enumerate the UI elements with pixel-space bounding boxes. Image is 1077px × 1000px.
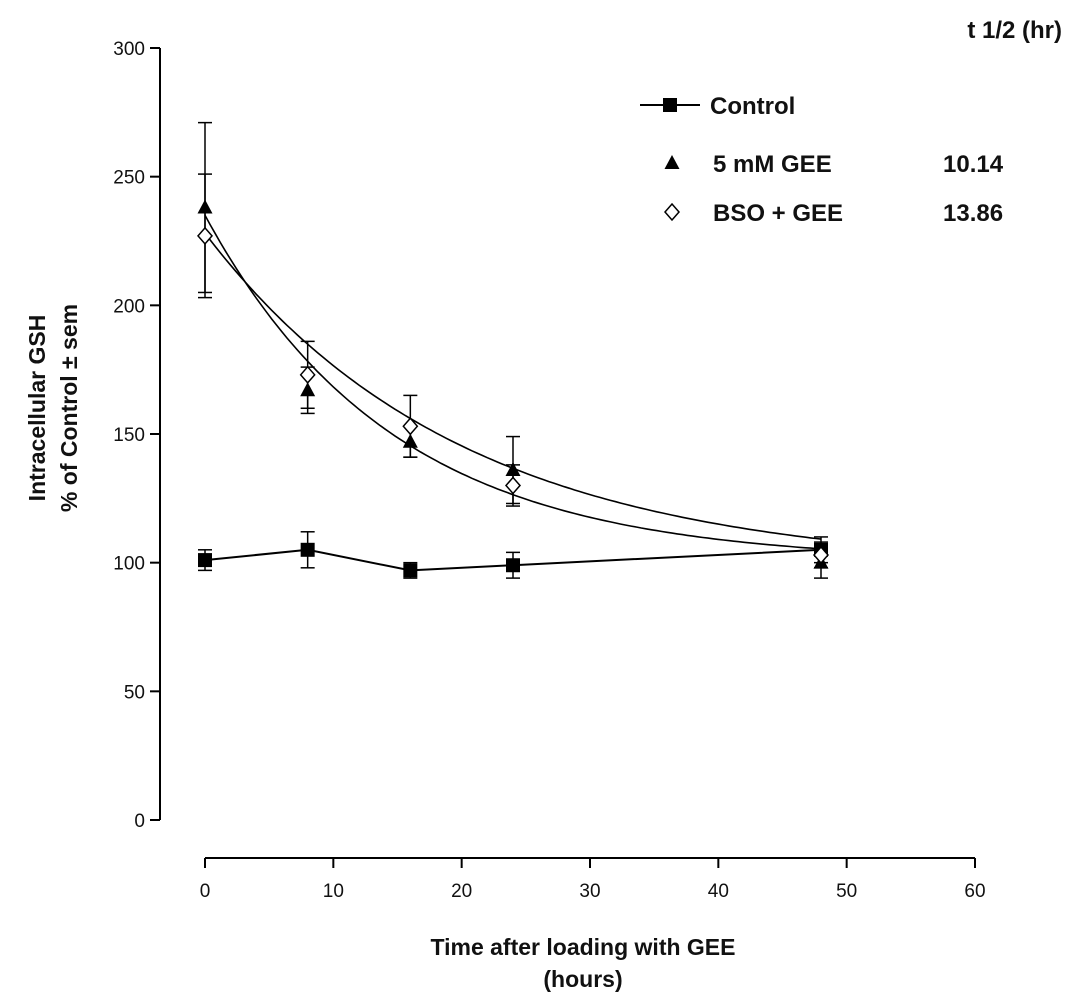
axis-titles: Time after loading with GEE (hours) Intrac… — [24, 304, 736, 992]
y-axis-title-unit: % of Control ± sem — [56, 304, 82, 512]
data-point-control — [403, 563, 418, 578]
series-bso-gee — [197, 173, 829, 569]
y-tick-label: 300 — [113, 39, 145, 60]
x-tick-label: 60 — [964, 881, 985, 902]
legend-marker-bso-gee — [664, 202, 680, 222]
data-point-control — [300, 542, 315, 557]
legend-item-control: Control — [640, 93, 795, 120]
x-tick-label: 40 — [708, 881, 729, 902]
legend-item-bso-gee: BSO + GEE 13.86 — [664, 200, 1003, 227]
legend-half-life: 13.86 — [943, 200, 1003, 227]
series — [197, 121, 829, 579]
legend-header: t 1/2 (hr) — [967, 17, 1062, 44]
data-point-bso-gee — [402, 417, 419, 436]
y-tick-label: 0 — [134, 811, 145, 832]
data-point-control — [198, 553, 212, 568]
y-tick-label: 100 — [113, 554, 145, 575]
legend-label: Control — [710, 93, 795, 120]
y-tick-label: 200 — [113, 296, 145, 317]
y-tick-label: 50 — [124, 682, 145, 703]
data-point-control — [506, 558, 520, 573]
x-tick-label: 0 — [200, 881, 211, 902]
legend-marker-control — [663, 98, 677, 112]
x-tick-label: 20 — [451, 881, 472, 902]
y-axis-title: Intracellular GSH — [24, 315, 50, 502]
x-axis-title-unit: (hours) — [543, 966, 622, 992]
series-control — [198, 531, 828, 579]
x-tick-label: 10 — [323, 881, 344, 902]
data-point-bso-gee — [813, 545, 829, 565]
data-point-bso-gee — [505, 476, 521, 495]
x-tick-label: 50 — [836, 881, 857, 902]
x-tick-label: 30 — [579, 881, 600, 902]
legend: t 1/2 (hr) Control 5 mM GEE 10.14 BSO + GEE 1… — [640, 17, 1062, 227]
data-point-bso-gee — [197, 226, 213, 245]
data-point-bso-gee — [299, 365, 316, 384]
legend-label: BSO + GEE — [713, 200, 843, 227]
legend-item-5-mm-gee: 5 mM GEE 10.14 — [664, 151, 1004, 178]
legend-label: 5 mM GEE — [713, 151, 832, 178]
y-tick-label: 250 — [113, 168, 145, 189]
axes: 0 50 100 150 200 250 300 0 10 20 30 40 50 60 — [113, 39, 985, 902]
x-axis-title: Time after loading with GEE — [430, 934, 735, 960]
y-tick-label: 150 — [113, 425, 145, 446]
series-5-mm-gee — [197, 121, 829, 579]
legend-half-life: 10.14 — [943, 151, 1004, 178]
legend-marker-5-mm-gee — [664, 155, 680, 169]
